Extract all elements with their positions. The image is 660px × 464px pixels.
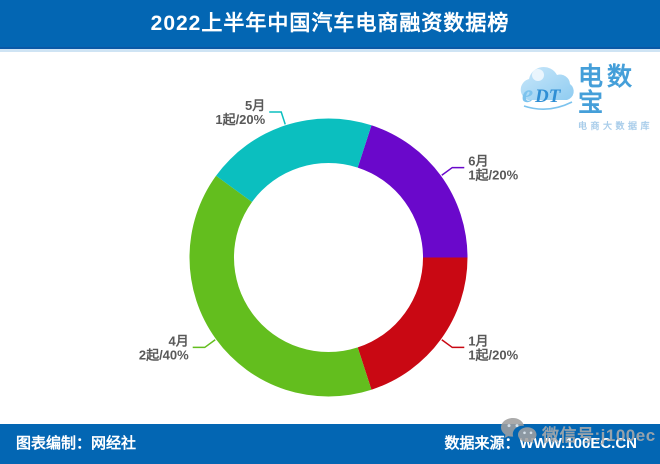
donut-slice-4月[interactable]: [189, 175, 372, 397]
data-source: 数据来源：WWW.100EC.CN: [444, 435, 637, 452]
logo-texts: 电数宝 电商大数据库: [578, 58, 660, 132]
label-leader-line: [441, 166, 465, 176]
page-title: 2022上半年中国汽车电商融资数据榜: [150, 12, 510, 35]
edb-logo: e DT 电数宝 电商大数据库: [516, 58, 660, 131]
footer-bar: 图表编制：网经社 数据来源：WWW.100EC.CN: [0, 424, 660, 464]
donut-slice-6月[interactable]: [357, 125, 468, 258]
donut-slice-1月[interactable]: [357, 257, 468, 390]
slice-label-6月: 6月 1起/20%: [468, 154, 518, 183]
title-bar: 2022上半年中国汽车电商融资数据榜: [0, 0, 660, 52]
slice-label-4月: 4月 2起/40%: [139, 333, 189, 362]
logo-name: 电数宝: [578, 63, 637, 117]
svg-text:DT: DT: [534, 86, 562, 107]
wechat-icon: [501, 418, 537, 444]
wechat-id-text: 微信号:j100ec: [542, 426, 656, 445]
slice-label-5月: 5月 1起/20%: [215, 98, 265, 127]
label-leader-line: [441, 339, 465, 349]
chart-credit: 图表编制：网经社: [16, 435, 137, 452]
label-leader-line: [192, 339, 216, 349]
slice-label-1月: 1月 1起/20%: [468, 333, 518, 362]
logo-tagline: 电商大数据库: [578, 121, 654, 131]
label-leader-line: [269, 111, 286, 125]
donut-slice-5月[interactable]: [216, 118, 372, 202]
cloud-logo-icon: e DT: [520, 66, 574, 110]
wechat-watermark: 微信号:j100ec: [500, 417, 656, 446]
svg-text:e: e: [522, 81, 533, 108]
